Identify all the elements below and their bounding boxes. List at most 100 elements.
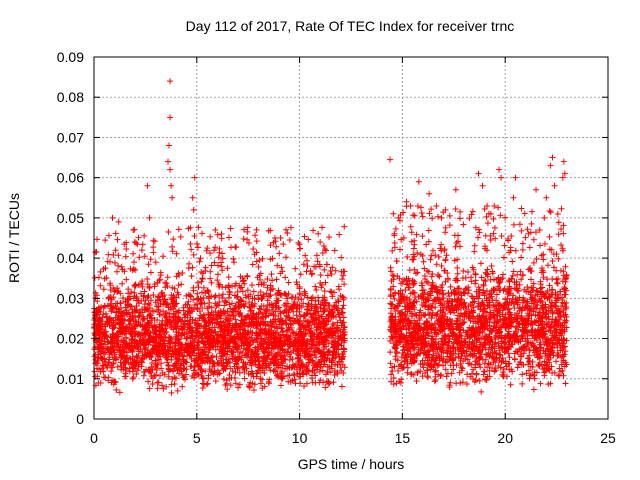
- data-point: [139, 283, 146, 290]
- data-point: [91, 274, 98, 281]
- data-point: [150, 291, 157, 298]
- data-point: [297, 291, 304, 298]
- data-point: [170, 236, 177, 243]
- data-point: [199, 275, 206, 282]
- data-point: [285, 335, 292, 342]
- data-point: [303, 257, 310, 264]
- data-point: [266, 293, 273, 300]
- data-point: [144, 281, 151, 288]
- data-point: [316, 368, 323, 375]
- data-point: [196, 258, 203, 265]
- data-point: [223, 380, 230, 387]
- data-point: [131, 259, 138, 266]
- data-point: [537, 380, 544, 387]
- data-point: [259, 255, 266, 262]
- data-point: [290, 308, 297, 315]
- data-point: [145, 300, 152, 307]
- data-point: [216, 361, 223, 368]
- data-point: [267, 242, 274, 249]
- data-point: [229, 283, 236, 290]
- data-point: [197, 255, 204, 262]
- data-point: [222, 309, 229, 316]
- data-point: [453, 239, 460, 246]
- data-point: [341, 223, 348, 230]
- data-point: [511, 356, 518, 363]
- data-point: [180, 374, 187, 381]
- data-point: [97, 282, 104, 289]
- data-point: [268, 271, 275, 278]
- data-point: [215, 281, 222, 288]
- data-point: [338, 254, 345, 261]
- data-point: [188, 363, 195, 370]
- data-point: [526, 244, 533, 251]
- data-point: [219, 267, 226, 274]
- data-point: [442, 224, 449, 231]
- data-point: [391, 230, 398, 237]
- data-point: [304, 262, 311, 269]
- data-point: [553, 358, 560, 365]
- data-point: [282, 274, 289, 281]
- data-point: [490, 216, 497, 223]
- x-axis-label: GPS time / hours: [297, 456, 405, 472]
- data-point: [420, 364, 427, 371]
- data-point: [331, 247, 338, 254]
- data-point: [522, 234, 529, 241]
- data-point: [273, 243, 280, 250]
- data-point: [211, 259, 218, 266]
- data-point: [492, 235, 499, 242]
- data-point: [159, 382, 166, 389]
- data-point: [257, 288, 264, 295]
- data-point: [267, 318, 274, 325]
- data-point: [103, 318, 110, 325]
- data-point: [426, 210, 433, 217]
- data-point: [530, 259, 537, 266]
- data-point: [149, 380, 156, 387]
- data-point: [251, 381, 258, 388]
- data-point: [118, 366, 125, 373]
- data-point: [185, 265, 192, 272]
- data-point: [234, 293, 241, 300]
- data-point: [297, 271, 304, 278]
- data-point: [162, 334, 169, 341]
- data-point: [200, 284, 207, 291]
- data-point: [512, 247, 519, 254]
- data-point: [253, 238, 260, 245]
- data-point: [105, 374, 112, 381]
- data-point: [519, 240, 526, 247]
- data-point: [195, 339, 202, 346]
- data-point: [510, 268, 517, 275]
- data-point: [280, 241, 287, 248]
- data-point: [177, 233, 184, 240]
- data-point: [249, 282, 256, 289]
- data-point: [284, 295, 291, 302]
- data-point: [160, 253, 167, 260]
- data-point: [125, 286, 132, 293]
- data-point: [211, 247, 218, 254]
- data-point: [165, 228, 172, 235]
- data-point: [336, 231, 343, 238]
- data-point: [195, 224, 202, 231]
- data-point: [407, 371, 414, 378]
- data-point: [501, 242, 508, 249]
- data-point: [278, 382, 285, 389]
- data-point: [391, 244, 398, 251]
- data-point: [158, 365, 165, 372]
- data-point: [225, 234, 232, 241]
- data-point: [231, 259, 238, 266]
- data-point: [214, 277, 221, 284]
- data-point: [227, 225, 234, 232]
- data-point: [147, 256, 154, 263]
- data-point: [421, 312, 428, 319]
- data-point: [410, 212, 417, 219]
- data-point: [335, 298, 342, 305]
- data-point: [293, 312, 300, 319]
- data-point: [280, 309, 287, 316]
- data-point: [144, 276, 151, 283]
- data-point: [319, 224, 326, 231]
- data-point: [207, 268, 214, 275]
- data-point: [253, 226, 260, 233]
- data-point: [273, 276, 280, 283]
- data-point: [530, 236, 537, 243]
- data-point: [92, 249, 99, 256]
